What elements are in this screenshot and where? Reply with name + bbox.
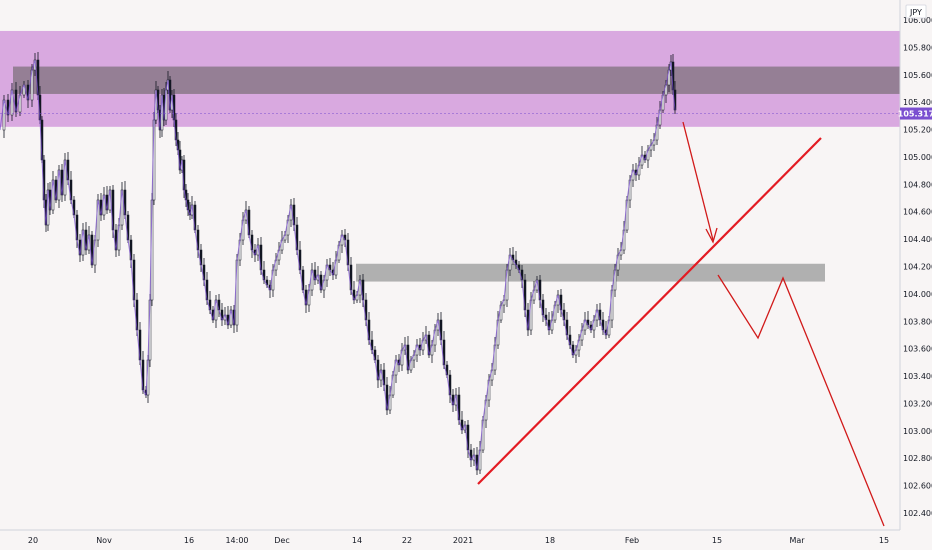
projection-arrow-1 xyxy=(682,121,714,241)
price-tick-label: 106.000 xyxy=(903,16,932,25)
price-tick-label: 103.000 xyxy=(903,427,932,436)
current-price-value: 105.317 xyxy=(898,110,932,119)
support-trendline xyxy=(477,137,822,485)
time-tick-label: 22 xyxy=(402,536,412,545)
time-tick-label: Mar xyxy=(789,536,805,545)
price-tick-label: 104.400 xyxy=(903,235,932,244)
time-tick-label: Feb xyxy=(625,536,639,545)
time-tick-label: 20 xyxy=(28,536,38,545)
price-tick-label: 104.200 xyxy=(903,263,932,272)
currency-label: JPY xyxy=(909,8,922,17)
price-tick-label: 102.400 xyxy=(903,509,932,518)
zone-2 xyxy=(13,66,900,94)
projection-layer xyxy=(682,121,885,527)
currency-badge xyxy=(905,4,927,19)
zones-layer xyxy=(0,30,900,282)
price-tick-label: 103.200 xyxy=(903,399,932,408)
zone-3 xyxy=(356,263,825,282)
price-tick-label: 104.800 xyxy=(903,180,932,189)
price-tick-label: 104.600 xyxy=(903,208,932,217)
price-tick-label: 105.400 xyxy=(903,98,932,107)
price-tick-label: 104.000 xyxy=(903,290,932,299)
price-tick-label: 105.800 xyxy=(903,43,932,52)
time-tick-label: 14:00 xyxy=(225,536,248,545)
price-tick-label: 102.800 xyxy=(903,454,932,463)
time-tick-label: 16 xyxy=(184,536,194,545)
projection-arrowhead-1 xyxy=(705,227,718,244)
price-tick-label: 105.000 xyxy=(903,153,932,162)
price-axis[interactable] xyxy=(900,0,932,550)
projection-path xyxy=(717,274,885,527)
time-axis-ticks: 20 Nov 16 14:00 Dec 14 22 2021 18 Feb 15 Mar 15 xyxy=(28,536,889,545)
current-price-tag xyxy=(900,107,932,120)
price-tick-label: 102.600 xyxy=(903,482,932,491)
time-tick-label: 2021 xyxy=(453,536,473,545)
price-tick-label: 105.200 xyxy=(903,126,932,135)
price-tick-label: 105.600 xyxy=(903,71,932,80)
price-tick-label: 103.800 xyxy=(903,317,932,326)
time-tick-label: 18 xyxy=(545,536,555,545)
time-tick-label: 15 xyxy=(879,536,889,545)
price-line xyxy=(0,59,676,471)
price-tick-label: 103.600 xyxy=(903,345,932,354)
time-tick-label: Dec xyxy=(274,536,289,545)
price-axis-ticks: 106.000 105.800 105.600 105.400 105.200 105.0… xyxy=(903,16,932,518)
time-tick-label: 15 xyxy=(712,536,722,545)
time-tick-label: Nov xyxy=(96,536,112,545)
time-tick-label: 14 xyxy=(352,536,362,545)
price-tick-label: 103.400 xyxy=(903,372,932,381)
time-axis[interactable] xyxy=(0,530,932,550)
